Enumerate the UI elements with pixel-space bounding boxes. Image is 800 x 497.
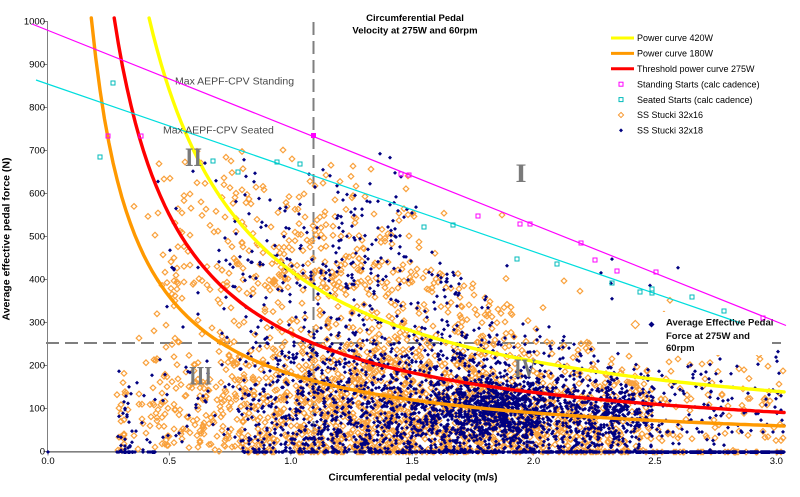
svg-text:Power curve 180W: Power curve 180W [637, 49, 714, 59]
svg-text:1.5: 1.5 [406, 456, 419, 467]
svg-text:100: 100 [29, 404, 45, 415]
svg-text:Circumferential Pedal: Circumferential Pedal [366, 13, 464, 24]
svg-text:3.0: 3.0 [770, 456, 783, 467]
svg-text:0.0: 0.0 [41, 456, 54, 467]
svg-text:SS Stucki 32x18: SS Stucki 32x18 [637, 126, 703, 136]
svg-text:0: 0 [40, 447, 45, 458]
svg-text:1000: 1000 [24, 17, 45, 28]
svg-text:200: 200 [29, 361, 45, 372]
svg-text:400: 400 [29, 275, 45, 286]
svg-text:Seated Starts (calc cadence): Seated Starts (calc cadence) [637, 95, 753, 105]
svg-text:600: 600 [29, 189, 45, 200]
svg-text:Force at 275W and: Force at 275W and [666, 331, 750, 342]
svg-text:Max AEPF-CPV Seated: Max AEPF-CPV Seated [163, 125, 274, 137]
svg-text:III: III [189, 362, 212, 391]
svg-text:1.0: 1.0 [284, 456, 297, 467]
svg-text:Max AEPF-CPV Standing: Max AEPF-CPV Standing [175, 76, 294, 88]
svg-text:SS Stucki 32x16: SS Stucki 32x16 [637, 110, 703, 120]
svg-text:0.5: 0.5 [163, 456, 176, 467]
svg-text:2.5: 2.5 [648, 456, 661, 467]
svg-text:800: 800 [29, 103, 45, 114]
svg-text:500: 500 [29, 232, 45, 243]
svg-text:2.0: 2.0 [527, 456, 540, 467]
svg-text:60rpm: 60rpm [666, 343, 695, 354]
svg-text:700: 700 [29, 146, 45, 157]
svg-text:I: I [516, 159, 527, 188]
svg-text:II: II [185, 143, 202, 172]
svg-text:Circumferential pedal velocity: Circumferential pedal velocity (m/s) [329, 473, 498, 484]
svg-text:900: 900 [29, 60, 45, 71]
svg-text:Threshold power curve 275W: Threshold power curve 275W [637, 64, 755, 74]
svg-text:Standing Starts (calc cadence): Standing Starts (calc cadence) [637, 79, 760, 89]
svg-text:Velocity at 275W and 60rpm: Velocity at 275W and 60rpm [352, 26, 477, 37]
svg-text:Average effective pedal force: Average effective pedal force (N) [1, 157, 13, 320]
svg-text:IV: IV [514, 354, 536, 383]
svg-text:Average Effective Pedal: Average Effective Pedal [666, 318, 773, 329]
svg-text:300: 300 [29, 318, 45, 329]
svg-text:Power curve 420W: Power curve 420W [637, 33, 714, 43]
